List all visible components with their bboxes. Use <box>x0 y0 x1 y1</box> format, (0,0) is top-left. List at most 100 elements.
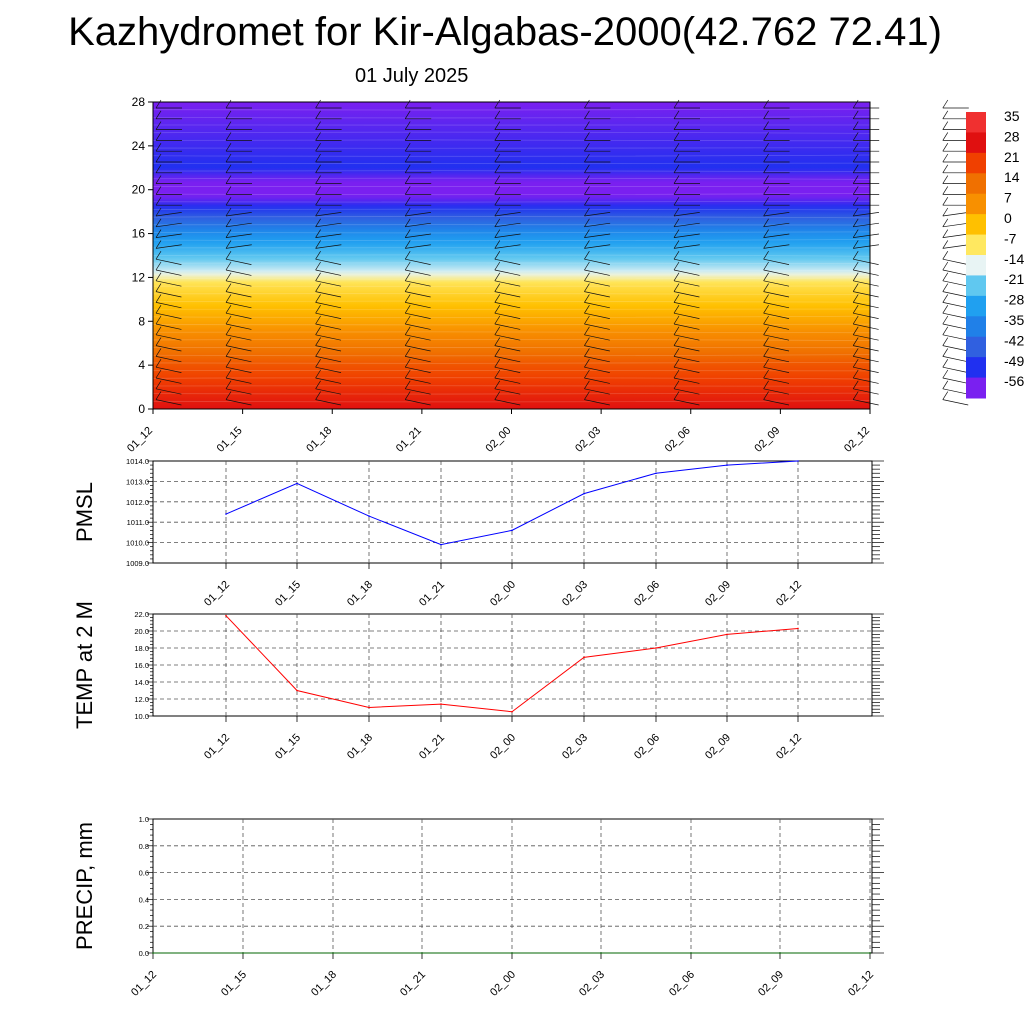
wind-barb-flag <box>225 164 232 173</box>
wind-barb <box>405 356 431 363</box>
wind-barb-flag <box>494 186 501 195</box>
wind-barb-flag <box>763 337 769 346</box>
x-tick-label: 01_15 <box>273 579 303 609</box>
y-axis-label: TEMP at 2 M <box>72 601 97 729</box>
wind-barb-flag <box>494 121 501 130</box>
wind-barb-flag <box>494 110 501 119</box>
wind-barb <box>405 399 431 406</box>
wind-barb-flag <box>763 186 769 195</box>
wind-barb <box>853 323 879 330</box>
wind-barb-flag <box>852 153 859 163</box>
wind-barb-flag <box>315 391 321 400</box>
wind-barb <box>853 377 879 384</box>
wind-barb <box>763 212 790 217</box>
wind-barb <box>584 399 610 406</box>
wind-barb-flag <box>852 326 859 335</box>
wind-barb <box>225 280 252 287</box>
wind-barb-flag <box>584 229 590 238</box>
data-point <box>869 952 871 954</box>
wind-barb-flag <box>315 251 321 260</box>
wind-barb <box>315 399 342 406</box>
wind-barb-flag <box>673 143 680 152</box>
wind-barb-flag <box>225 229 232 238</box>
wind-barb-flag <box>155 315 162 325</box>
wind-barb <box>763 222 790 228</box>
y-tick-label: 20.0 <box>134 627 149 636</box>
x-tick-label: 02_12 <box>774 732 804 762</box>
wind-barb-flag <box>225 348 232 357</box>
wind-barb-flag <box>942 315 949 325</box>
wind-barb-flag <box>584 294 590 303</box>
wind-barb <box>225 334 252 341</box>
wind-barb <box>763 356 790 363</box>
contour-line <box>152 154 871 157</box>
wind-barb <box>942 244 969 249</box>
wind-barb-flag <box>155 197 162 206</box>
x-tick-label: 01_12 <box>129 969 159 999</box>
wind-barb <box>584 233 611 238</box>
wind-barb <box>225 269 252 276</box>
wind-barb-flag <box>584 132 590 141</box>
wind-barb <box>315 269 342 276</box>
wind-barb <box>853 222 879 228</box>
wind-barb <box>584 388 610 395</box>
wind-barb-flag <box>494 218 501 227</box>
x-tick-label: 02_00 <box>488 579 518 609</box>
data-point <box>225 513 227 515</box>
wind-barb <box>853 312 879 319</box>
wind-barb-flag <box>584 99 590 109</box>
wind-barb <box>405 323 431 330</box>
wind-barb <box>673 280 700 287</box>
wind-barb-flag <box>852 391 859 400</box>
precip-chart: 0.0 0.2 0.4 0.6 0.8 1.0 01_12 01_15 01_18 01_21 02… <box>72 815 884 999</box>
wind-barb-flag <box>584 272 590 281</box>
wind-barb <box>673 302 700 309</box>
pmsl-chart: 1009.0 1010.0 1011.0 1012.0 1013.0 1014.0 01_1… <box>72 457 884 609</box>
wind-barb-flag <box>225 305 232 314</box>
wind-barb-flag <box>852 110 859 119</box>
wind-barb <box>405 366 431 373</box>
wind-barb-flag <box>225 186 232 195</box>
y-tick-label: 1.0 <box>139 815 149 824</box>
wind-barb-flag <box>852 337 859 346</box>
wind-barb <box>494 291 521 298</box>
wind-barb-flag <box>763 380 769 389</box>
wind-barb <box>763 302 790 309</box>
wind-barb-flag <box>315 164 321 173</box>
contour-line <box>152 208 871 211</box>
wind-barb-flag <box>584 121 590 130</box>
wind-barb-flag <box>315 315 321 325</box>
x-tick-label: 01_21 <box>417 732 447 762</box>
wind-barb-flag <box>155 348 162 357</box>
wind-barb <box>673 258 700 265</box>
wind-barb <box>673 291 700 298</box>
wind-barb-flag <box>494 251 501 260</box>
wind-barb-flag <box>942 337 949 346</box>
wind-barb-flag <box>763 294 769 303</box>
wind-barb-flag <box>942 294 949 303</box>
wind-barb-flag <box>315 207 321 217</box>
wind-barb <box>942 399 969 406</box>
wind-barb <box>673 356 700 363</box>
wind-barb-flag <box>155 143 162 152</box>
wind-barb <box>155 366 182 373</box>
colorbar-swatch <box>966 295 986 317</box>
wind-barb <box>315 222 342 228</box>
wind-barb-flag <box>673 218 680 227</box>
wind-barb <box>405 258 431 265</box>
page-subtitle: 01 July 2025 <box>355 65 469 87</box>
contour-line <box>152 300 871 303</box>
data-point <box>368 515 370 517</box>
x-tick-label: 02_06 <box>667 969 697 999</box>
wind-barb-flag <box>155 132 162 141</box>
wind-barb-flag <box>673 272 680 281</box>
wind-barb <box>315 366 342 373</box>
wind-barb-flag <box>763 121 769 130</box>
y-tick-label: 16 <box>132 227 146 241</box>
wind-barb-flag <box>942 369 949 379</box>
colorbar-swatch <box>966 275 986 297</box>
data-point <box>332 952 334 954</box>
y-tick-label: 22.0 <box>134 610 149 619</box>
wind-barb-flag <box>315 175 321 184</box>
wind-barb-flag <box>155 283 162 292</box>
